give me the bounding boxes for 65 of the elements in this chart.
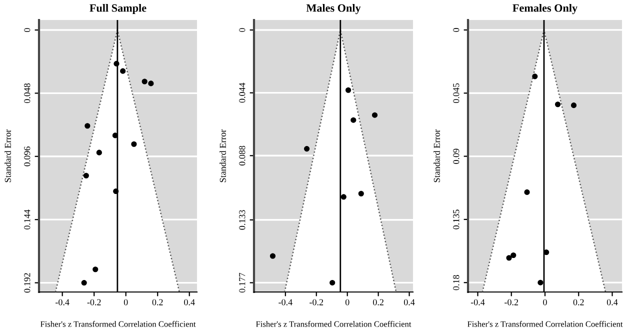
y-tick-label: 0.048 <box>24 83 30 104</box>
x-tick-label: -0.2 <box>87 299 101 306</box>
point <box>532 74 538 80</box>
point <box>270 253 276 259</box>
point <box>555 102 561 108</box>
point <box>114 60 120 66</box>
point <box>92 266 98 272</box>
point <box>142 78 148 84</box>
y-tick-label: 0.088 <box>239 146 246 166</box>
point <box>84 123 90 129</box>
y-tick-label: 0.177 <box>239 272 246 293</box>
point <box>358 190 364 196</box>
chart-title: Males Only <box>306 4 361 14</box>
x-tick-label: 0 <box>124 299 128 306</box>
chart-title: Full Sample <box>90 4 146 14</box>
x-tick-label: 0 <box>345 299 350 306</box>
y-axis-title: Standard Error <box>434 129 440 182</box>
point <box>330 280 336 286</box>
x-tick-label: -0.4 <box>470 299 485 306</box>
y-tick-label: 0.144 <box>24 210 30 230</box>
point <box>340 194 346 200</box>
y-tick-label: 0.192 <box>24 273 30 293</box>
y-tick-label: 0.135 <box>453 210 460 230</box>
x-tick-label: 0.2 <box>373 299 384 306</box>
point <box>81 280 87 286</box>
y-tick-label: 0.133 <box>239 210 246 230</box>
point <box>372 112 378 118</box>
y-tick-label: 0.045 <box>453 83 460 103</box>
point <box>570 102 577 108</box>
x-tick-label: -0.2 <box>310 299 324 306</box>
x-tick-label: 0.4 <box>404 299 415 306</box>
x-axis-title: Fisher's z Transformed Correlation Coefficient <box>256 320 412 327</box>
y-tick-label: 0 <box>453 28 460 32</box>
chart-title: Females Only <box>512 4 578 14</box>
x-tick-label: 0.4 <box>606 299 618 306</box>
x-tick-label: -0.4 <box>56 299 70 306</box>
x-axis-title: Fisher's z Transformed Correlation Coefficient <box>467 320 623 327</box>
y-tick-label: 0.09 <box>453 148 460 164</box>
point <box>113 188 119 194</box>
x-axis-title: Fisher's z Transformed Correlation Coefficient <box>40 320 196 327</box>
y-tick-label: 0.096 <box>24 146 30 166</box>
x-tick-label: 0.2 <box>573 299 584 306</box>
x-tick-label: 0 <box>543 299 547 306</box>
point <box>83 172 89 178</box>
x-tick-label: 0.4 <box>184 299 195 306</box>
x-tick-label: -0.2 <box>504 299 518 306</box>
point <box>524 189 530 195</box>
point <box>346 87 352 93</box>
point <box>96 150 102 156</box>
y-axis-title: Standard Error <box>220 129 226 182</box>
point <box>148 80 154 86</box>
y-tick-label: 0.044 <box>239 82 246 103</box>
y-tick-label: 0 <box>239 28 246 32</box>
y-axis-title: Standard Error <box>4 129 11 182</box>
x-tick-label: -0.4 <box>278 299 292 306</box>
point <box>350 117 356 123</box>
y-tick-label: 0.18 <box>453 275 460 290</box>
point <box>120 68 126 74</box>
point <box>510 252 516 258</box>
y-tick-label: 0 <box>24 28 30 32</box>
point <box>538 280 544 286</box>
point <box>506 255 512 261</box>
point <box>131 141 137 147</box>
point <box>304 146 310 152</box>
x-tick-label: 0.2 <box>152 299 163 306</box>
